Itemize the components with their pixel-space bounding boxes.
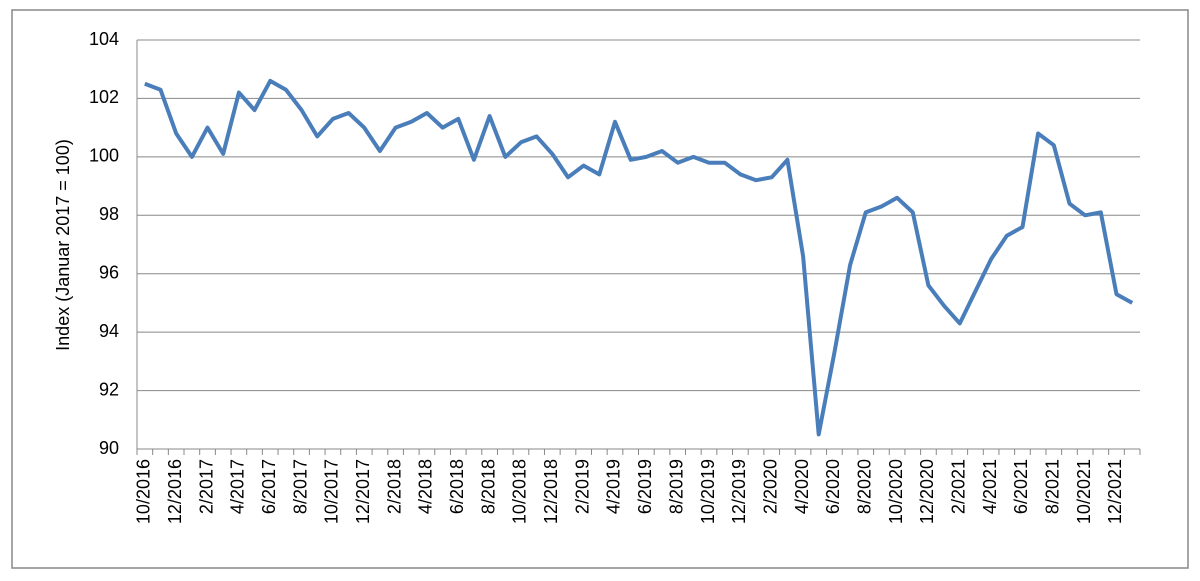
- x-tick-label: 2/2017: [196, 459, 216, 514]
- x-tick-label: 10/2016: [134, 459, 154, 524]
- x-tick-label: 4/2019: [604, 459, 624, 514]
- x-tick-label: 4/2017: [228, 459, 248, 514]
- x-tick-label: 10/2018: [510, 459, 530, 524]
- x-tick-label: 12/2016: [165, 459, 185, 524]
- y-tick-label: 92: [99, 379, 119, 399]
- x-tick-label: 8/2019: [666, 459, 686, 514]
- y-tick-label: 94: [99, 321, 119, 341]
- x-tick-label: 2/2020: [760, 459, 780, 514]
- chart-border: [11, 9, 1189, 569]
- x-tick-label: 10/2017: [322, 459, 342, 524]
- x-tick-label: 8/2017: [290, 459, 310, 514]
- x-tick-label: 8/2021: [1043, 459, 1063, 514]
- x-tick-label: 10/2020: [886, 459, 906, 524]
- data-line: [144, 78, 1134, 437]
- x-tick-label: 8/2020: [854, 459, 874, 514]
- y-tick-label: 96: [99, 262, 119, 282]
- x-tick-label: 6/2017: [259, 459, 279, 514]
- x-tick-label: 4/2021: [980, 459, 1000, 514]
- x-tick-label: 2/2019: [572, 459, 592, 514]
- x-tick-label: 2/2021: [949, 459, 969, 514]
- x-tick-label: 8/2018: [478, 459, 498, 514]
- x-tick-label: 12/2018: [541, 459, 561, 524]
- y-tick-label: 100: [89, 146, 119, 166]
- x-tick-label: 6/2021: [1011, 459, 1031, 514]
- x-tick-label: 10/2019: [698, 459, 718, 524]
- x-tick-label: 4/2020: [792, 459, 812, 514]
- x-tick-label: 12/2019: [729, 459, 749, 524]
- x-tick-label: 10/2021: [1074, 459, 1094, 524]
- y-axis-label: Index (Januar 2017 = 100): [53, 139, 73, 351]
- y-tick-label: 102: [89, 87, 119, 107]
- y-tick-label: 104: [89, 29, 119, 49]
- x-tick-label: 2/2018: [384, 459, 404, 514]
- y-tick-label: 90: [99, 438, 119, 458]
- x-tick-label: 12/2020: [917, 459, 937, 524]
- x-tick-label: 4/2018: [416, 459, 436, 514]
- x-tick-label: 12/2021: [1105, 459, 1125, 524]
- x-tick-label: 12/2017: [353, 459, 373, 524]
- x-tick-label: 6/2020: [823, 459, 843, 514]
- y-tick-label: 98: [99, 204, 119, 224]
- x-tick-label: 6/2018: [447, 459, 467, 514]
- x-tick-label: 6/2019: [635, 459, 655, 514]
